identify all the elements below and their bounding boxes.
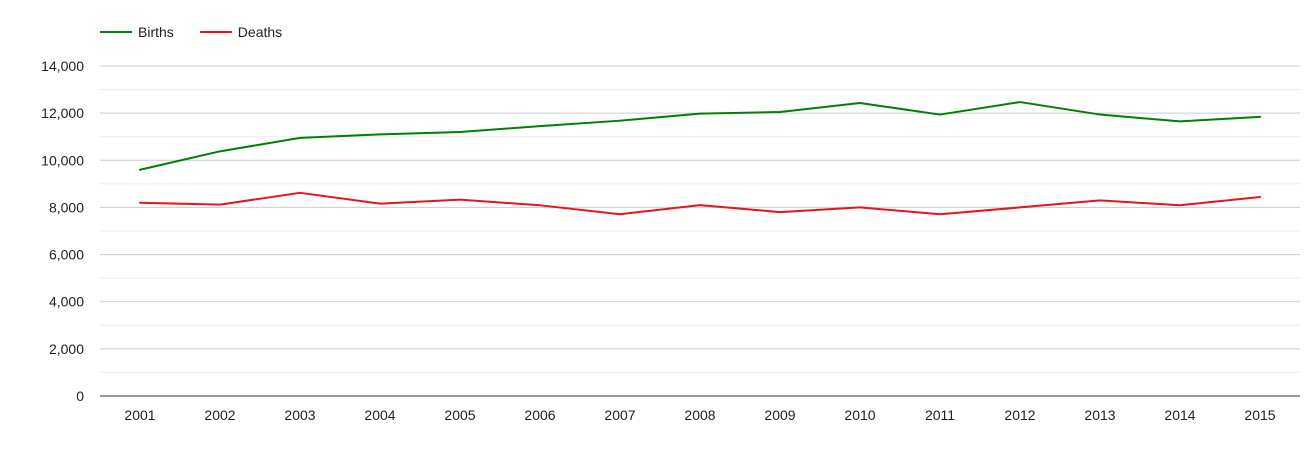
series-layer (139, 101, 1261, 216)
series-line-deaths (139, 191, 1261, 216)
x-tick-label: 2006 (524, 407, 555, 423)
y-tick-label: 12,000 (41, 105, 84, 121)
legend-item-deaths[interactable]: Deaths (199, 24, 283, 40)
minor-gridlines (100, 89, 1300, 373)
major-gridlines (100, 65, 1300, 350)
legend-item-births[interactable]: Births (100, 24, 174, 40)
y-tick-label: 4,000 (49, 294, 84, 310)
legend-label-deaths: Deaths (237, 24, 283, 40)
legend-swatch-deaths (199, 31, 232, 33)
x-tick-label: 2002 (204, 407, 235, 423)
x-tick-label: 2011 (925, 407, 955, 423)
y-axis: 0 2,000 4,000 6,000 8,000 10,000 12,000 14,000 (41, 58, 84, 404)
y-tick-label: 14,000 (41, 58, 84, 74)
x-tick-label: 2005 (444, 407, 475, 423)
legend-label-births: Births (138, 24, 174, 40)
y-tick-label: 10,000 (41, 152, 84, 168)
x-tick-label: 2014 (1164, 407, 1195, 423)
series-line-births (139, 101, 1261, 171)
y-tick-label: 0 (76, 388, 84, 404)
x-tick-label: 2009 (764, 407, 795, 423)
y-tick-label: 2,000 (49, 341, 84, 357)
x-tick-label: 2015 (1244, 407, 1275, 423)
x-tick-label: 2003 (284, 407, 315, 423)
x-tick-label: 2001 (124, 407, 155, 423)
x-tick-label: 2008 (684, 407, 715, 423)
x-axis: 2001 2002 2003 2004 2005 2006 2007 2008 2009 2010… (100, 395, 1300, 423)
x-tick-label: 2012 (1004, 407, 1035, 423)
chart-legend: Births Deaths (100, 22, 308, 42)
x-tick-label: 2007 (604, 407, 635, 423)
x-tick-label: 2010 (844, 407, 875, 423)
legend-swatch-births (100, 31, 132, 33)
y-tick-label: 8,000 (49, 199, 84, 215)
x-tick-label: 2013 (1084, 407, 1115, 423)
x-tick-label: 2004 (364, 407, 395, 423)
y-tick-label: 6,000 (49, 247, 84, 263)
